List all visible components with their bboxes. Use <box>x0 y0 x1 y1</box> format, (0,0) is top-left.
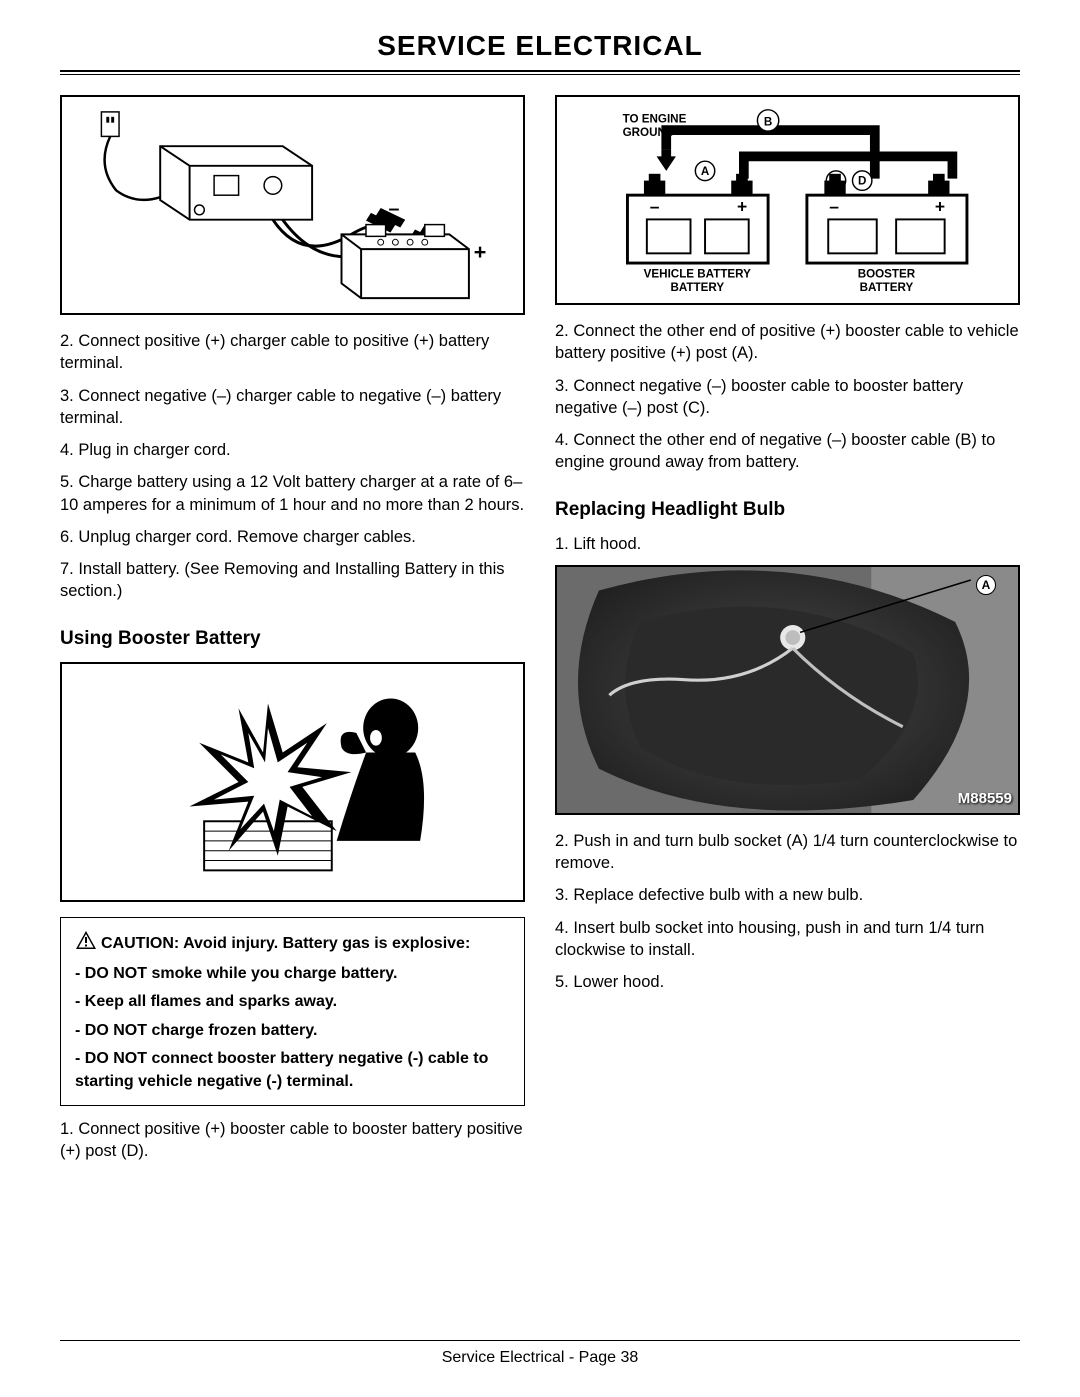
right-headlight-step-5: 5. Lower hood. <box>555 971 1020 993</box>
svg-text:A: A <box>701 165 710 178</box>
caution-line-4: - DO NOT connect booster battery negativ… <box>75 1048 510 1093</box>
svg-text:BATTERY: BATTERY <box>670 281 724 294</box>
left-booster-step-1: 1. Connect positive (+) booster cable to… <box>60 1118 525 1163</box>
caution-line-1: - DO NOT smoke while you charge battery. <box>75 963 510 985</box>
right-column: TO ENGINE GROUND B A C D <box>555 95 1020 1173</box>
warning-icon <box>75 930 97 957</box>
charger-svg: – + <box>72 107 513 303</box>
booster-battery-label: BOOSTER <box>858 268 916 281</box>
caution-box: CAUTION: Avoid injury. Battery gas is ex… <box>60 917 525 1106</box>
svg-text:–: – <box>389 198 400 220</box>
svg-text:+: + <box>935 197 945 217</box>
right-step-4: 4. Connect the other end of negative (–)… <box>555 429 1020 474</box>
right-step-3: 3. Connect negative (–) booster cable to… <box>555 375 1020 420</box>
svg-text:B: B <box>764 115 772 128</box>
headlight-photo: A M88559 <box>555 565 1020 815</box>
svg-text:–: – <box>650 197 660 217</box>
caution-lead: CAUTION: Avoid injury. Battery gas is ex… <box>101 935 470 952</box>
right-headlight-step-2: 2. Push in and turn bulb socket (A) 1/4 … <box>555 830 1020 875</box>
headlight-subhead: Replacing Headlight Bulb <box>555 499 1020 521</box>
right-step-2: 2. Connect the other end of positive (+)… <box>555 320 1020 365</box>
page-footer: Service Electrical - Page 38 <box>60 1340 1020 1367</box>
battery-svg: TO ENGINE GROUND B A C D <box>563 103 1012 297</box>
photo-id: M88559 <box>958 790 1012 807</box>
left-step-7: 7. Install battery. (See Removing and In… <box>60 558 525 603</box>
page-title: SERVICE ELECTRICAL <box>60 30 1020 70</box>
title-rule <box>60 70 1020 75</box>
booster-subhead: Using Booster Battery <box>60 628 525 650</box>
caution-line-2: - Keep all flames and sparks away. <box>75 991 510 1013</box>
svg-text:+: + <box>737 197 747 217</box>
plus-label: + <box>474 239 487 264</box>
vehicle-battery-label: VEHICLE BATTERY <box>644 268 751 281</box>
right-headlight-step-4: 4. Insert bulb socket into housing, push… <box>555 917 1020 962</box>
svg-text:BATTERY: BATTERY <box>860 281 914 294</box>
left-step-6: 6. Unplug charger cord. Remove charger c… <box>60 526 525 548</box>
left-step-5: 5. Charge battery using a 12 Volt batter… <box>60 471 525 516</box>
caution-line-3: - DO NOT charge frozen battery. <box>75 1020 510 1042</box>
left-column: – + 2. Connect positive (+) charger cabl… <box>60 95 525 1173</box>
right-headlight-step-3: 3. Replace defective bulb with a new bul… <box>555 884 1020 906</box>
explosion-svg <box>72 674 513 890</box>
left-step-2: 2. Connect positive (+) charger cable to… <box>60 330 525 375</box>
explosion-diagram <box>60 662 525 902</box>
svg-text:D: D <box>858 174 866 187</box>
charger-diagram: – + <box>60 95 525 315</box>
left-step-3: 3. Connect negative (–) charger cable to… <box>60 385 525 430</box>
engine-ground-label: TO ENGINE <box>623 112 687 125</box>
battery-diagram: TO ENGINE GROUND B A C D <box>555 95 1020 305</box>
left-step-4: 4. Plug in charger cord. <box>60 439 525 461</box>
photo-callout-a: A <box>976 575 996 595</box>
svg-text:–: – <box>829 197 839 217</box>
right-headlight-step-1: 1. Lift hood. <box>555 533 1020 555</box>
content-columns: – + 2. Connect positive (+) charger cabl… <box>60 95 1020 1173</box>
